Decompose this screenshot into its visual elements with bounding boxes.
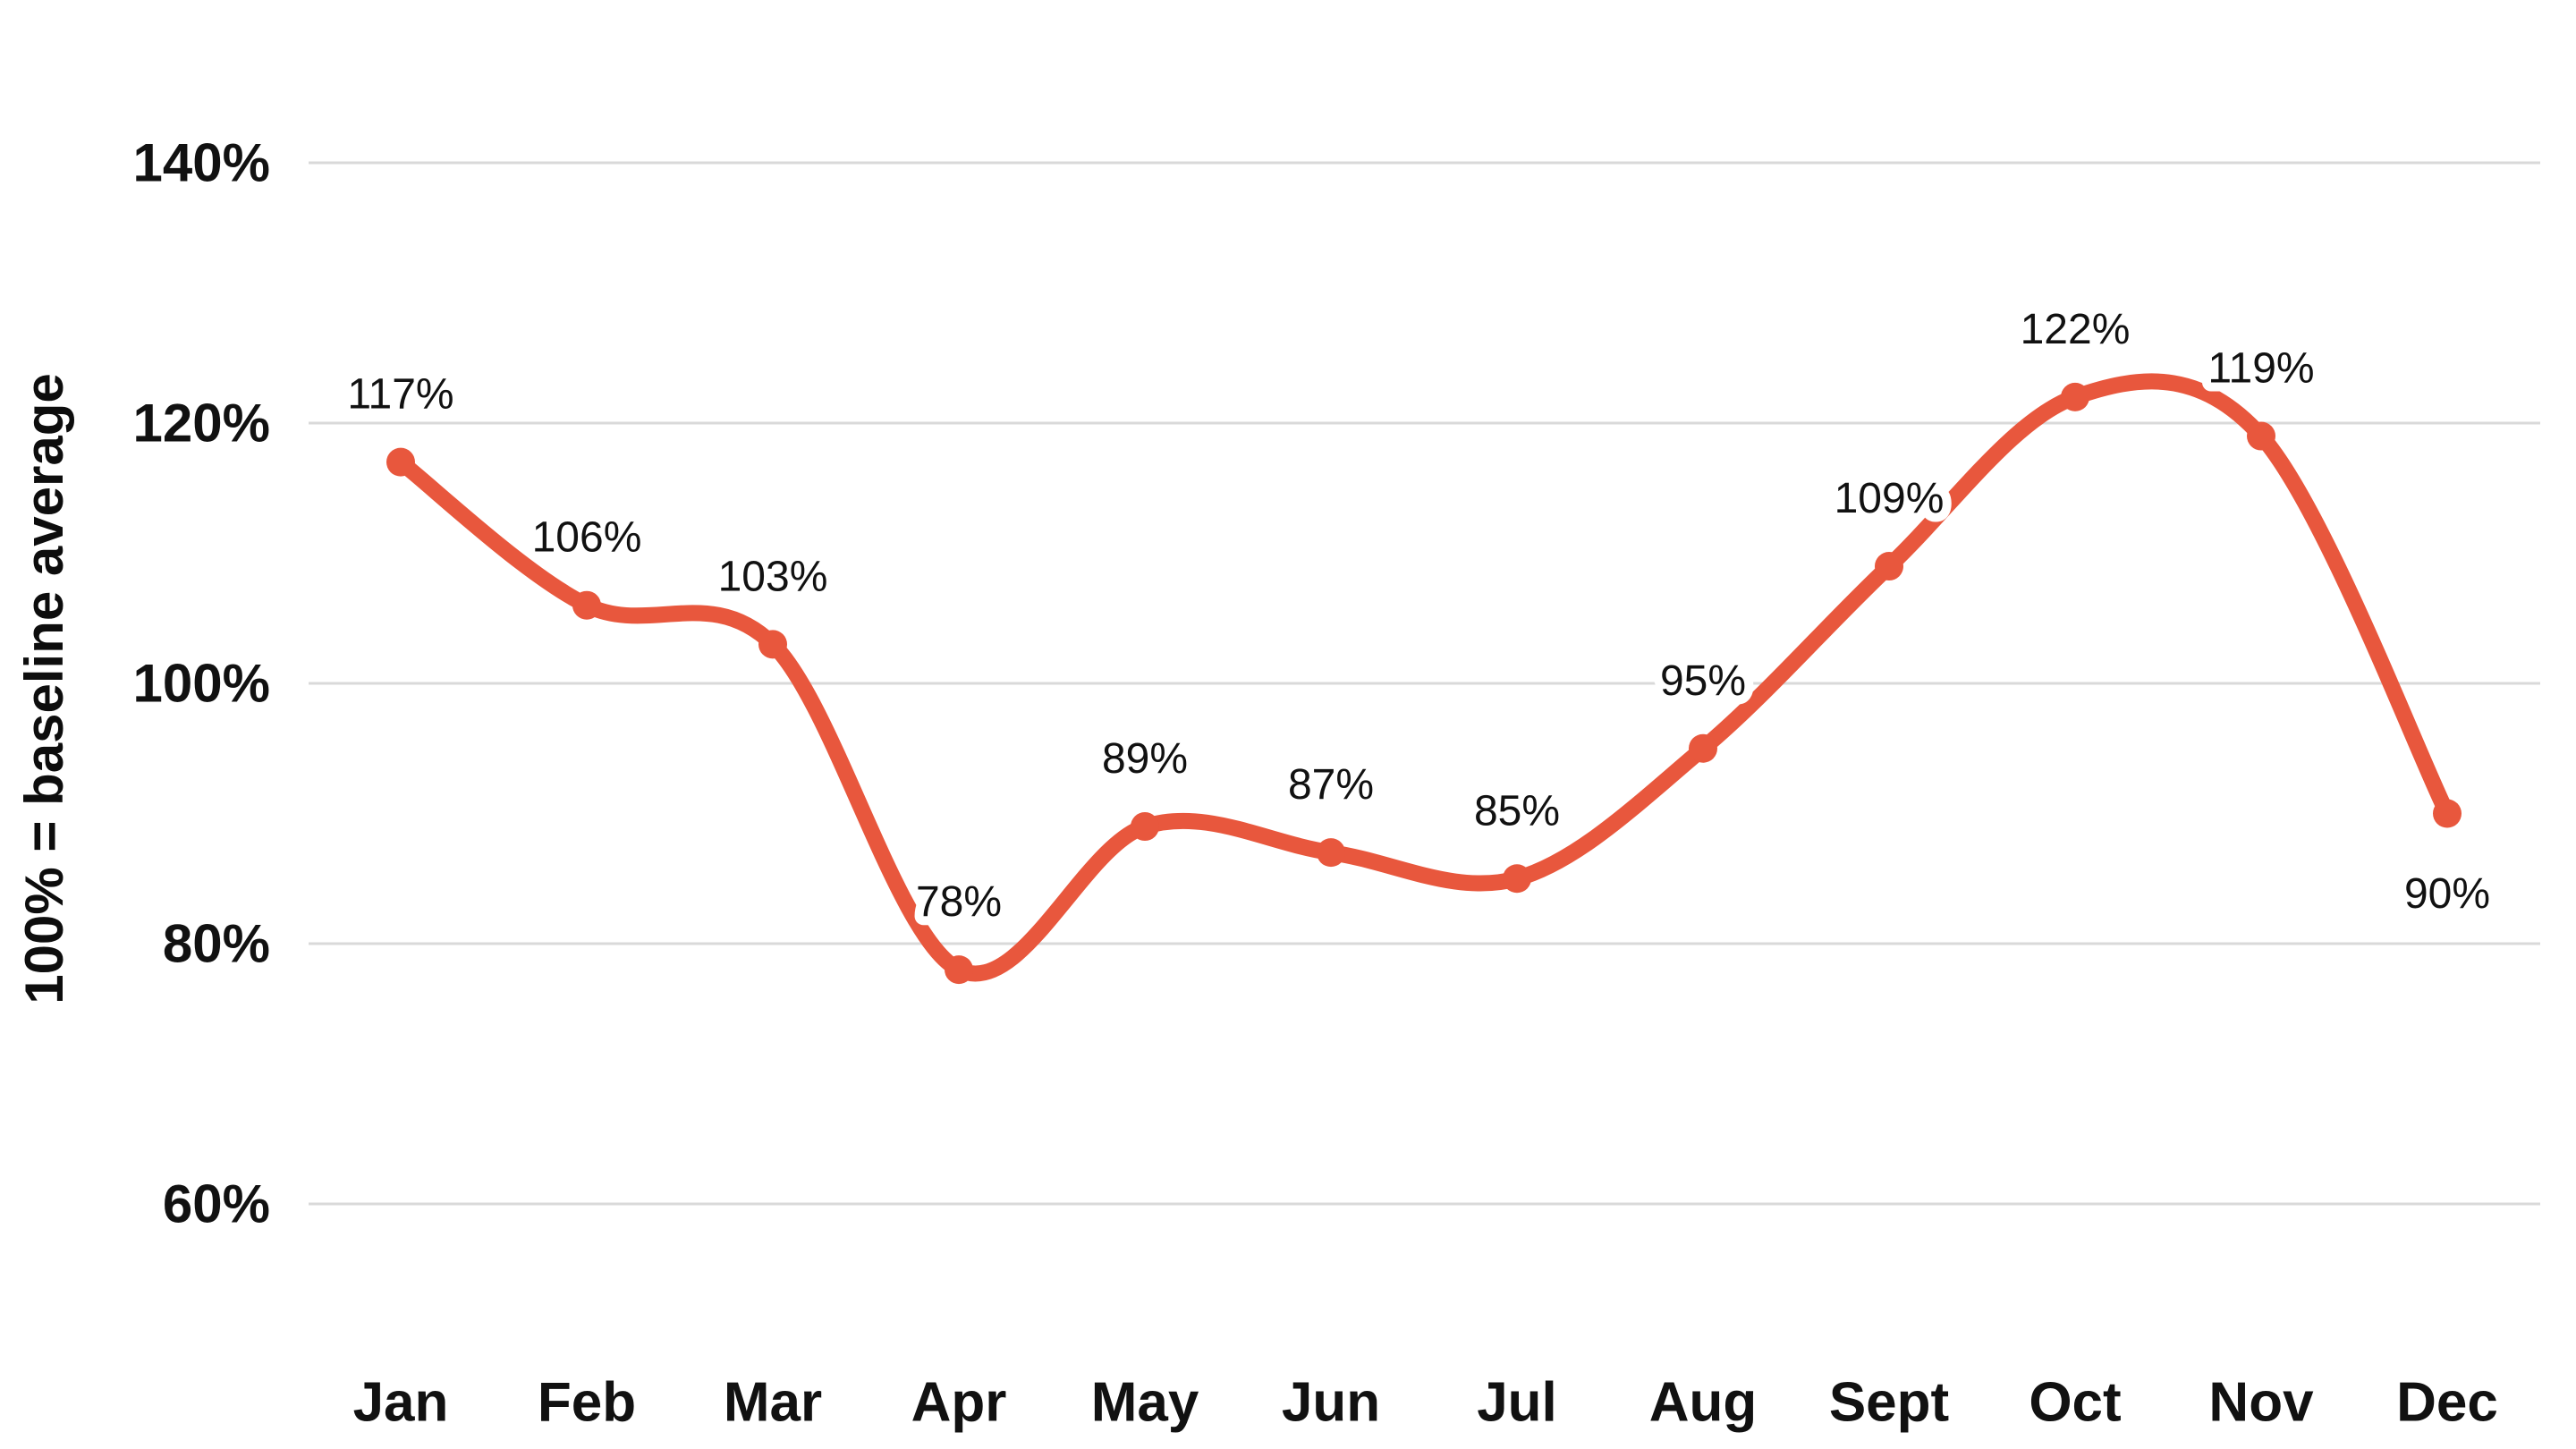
data-point	[1875, 552, 1903, 581]
data-point	[1503, 864, 1531, 894]
gridlines	[309, 161, 2540, 1206]
x-tick-label: Jul	[1477, 1372, 1557, 1434]
series-path	[393, 373, 2455, 982]
x-tick-label: Dec	[2396, 1372, 2498, 1434]
x-tick-label: Jun	[1282, 1372, 1380, 1434]
data-point	[572, 590, 601, 620]
data-point	[2247, 421, 2275, 451]
data-point	[1317, 838, 1345, 868]
x-tick-label: Nov	[2208, 1372, 2314, 1434]
x-tick-label: Oct	[2029, 1372, 2121, 1434]
y-tick-label: 120%	[133, 394, 270, 453]
series-line	[393, 373, 2455, 982]
y-axis-tick-labels: 140% 120% 100% 80% 60%	[133, 133, 270, 1234]
data-point-label: 103%	[718, 553, 828, 600]
data-point	[758, 630, 787, 659]
data-point	[1131, 812, 1159, 842]
x-tick-label: May	[1091, 1372, 1199, 1434]
x-tick-label: Mar	[724, 1372, 822, 1434]
data-point-label: 122%	[2021, 306, 2131, 353]
x-tick-label: Jan	[353, 1372, 449, 1434]
data-point	[386, 447, 415, 477]
y-tick-label: 60%	[163, 1174, 270, 1234]
data-point-label: 117%	[347, 371, 453, 419]
x-tick-label: Aug	[1649, 1372, 1758, 1434]
data-point	[2061, 382, 2089, 411]
x-tick-label: Feb	[538, 1372, 636, 1434]
y-tick-label: 100%	[133, 654, 270, 714]
y-axis-title: 100% = baseline average	[14, 373, 74, 1004]
x-axis-labels: Jan Feb Mar Apr May Jun Jul Aug Sept Oct Nov Dec	[353, 1372, 2498, 1434]
data-point-label: 87%	[1288, 761, 1374, 809]
data-point	[945, 955, 973, 985]
data-labels: 117% 106% 103% 78% 89% 87% 85% 95% 109% 122% 119% 9…	[338, 297, 2499, 935]
data-point	[1689, 733, 1717, 763]
data-point-label: 89%	[1102, 735, 1188, 783]
data-point	[2433, 799, 2462, 828]
data-point-label: 106%	[532, 514, 642, 562]
data-point-label: 78%	[916, 878, 1002, 926]
data-point-label: 90%	[2404, 870, 2490, 918]
x-tick-label: Sept	[1829, 1372, 1949, 1434]
y-tick-label: 140%	[133, 133, 270, 193]
x-tick-label: Apr	[911, 1372, 1007, 1434]
data-points	[386, 382, 2462, 985]
data-point-label: 85%	[1474, 787, 1560, 835]
data-point-label: 119%	[2207, 345, 2314, 393]
y-tick-label: 80%	[163, 914, 270, 974]
data-point-label: 109%	[1835, 475, 1945, 522]
data-point-label: 95%	[1660, 657, 1746, 705]
